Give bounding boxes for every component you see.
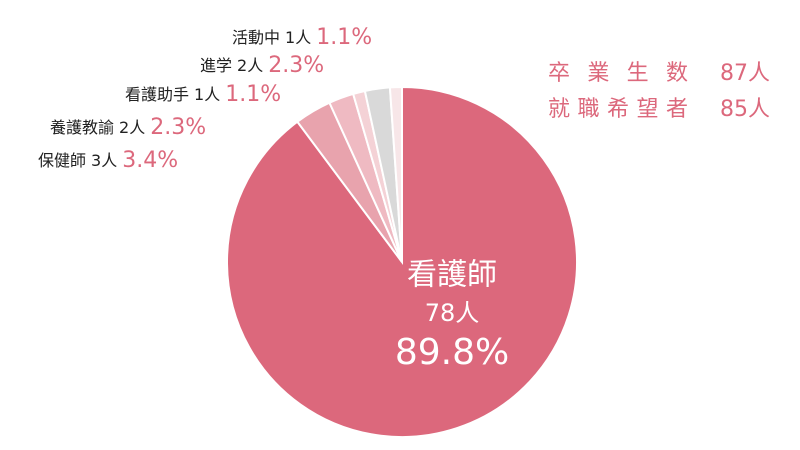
slice-percent: 1.1% <box>225 82 281 107</box>
slice-percent: 3.4% <box>122 148 178 173</box>
summary-value: 87人 <box>720 61 770 86</box>
slice-count: 2人 <box>119 118 145 137</box>
slice-count: 1人 <box>285 28 311 47</box>
slice-count: 2人 <box>237 56 263 75</box>
slice-label: 看護助手 1人 1.1% <box>125 82 281 107</box>
slice-name: 看護助手 <box>125 85 189 104</box>
slice-percent: 89.8% <box>395 332 509 373</box>
pie <box>226 85 578 438</box>
slice-name: 進学 <box>200 56 232 75</box>
slice-name: 活動中 <box>232 28 280 47</box>
slice-count: 1人 <box>194 85 220 104</box>
slice-name: 看護師 <box>407 258 497 293</box>
pie-slice <box>388 85 403 263</box>
slice-count: 3人 <box>91 151 117 170</box>
slice-name: 保健師 <box>38 151 86 170</box>
slice-percent: 1.1% <box>316 25 372 50</box>
summary-value: 85人 <box>720 97 770 122</box>
slice-label: 養護教諭 2人 2.3% <box>50 115 206 140</box>
slice-label: 活動中 1人 1.1% <box>232 25 372 50</box>
summary-label: 就職希望者 <box>548 97 688 122</box>
slice-percent: 2.3% <box>268 53 324 78</box>
summary-label: 卒業生数 <box>548 61 688 86</box>
slice-percent: 2.3% <box>150 115 206 140</box>
slice-count: 78人 <box>425 299 480 327</box>
slice-name: 養護教諭 <box>50 118 114 137</box>
slice-label: 進学 2人 2.3% <box>200 53 324 78</box>
slice-label: 保健師 3人 3.4% <box>38 148 178 173</box>
